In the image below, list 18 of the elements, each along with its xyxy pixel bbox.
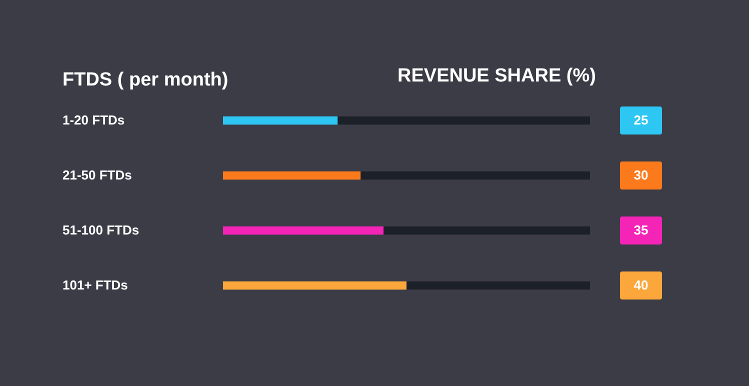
data-label: 25	[634, 112, 648, 128]
y-tick-label: 101+ FTDs	[62, 278, 128, 292]
bar	[223, 171, 361, 180]
data-label: 30	[634, 168, 648, 182]
x-axis-title: REVENUE SHARE (%)	[398, 66, 596, 86]
bar	[223, 116, 338, 125]
bar	[223, 281, 406, 290]
bar	[360, 171, 590, 180]
bar	[384, 226, 590, 235]
y-tick-label: 1-20 FTDs	[62, 112, 125, 128]
bar	[406, 281, 590, 290]
data-label: 40	[634, 278, 648, 292]
data-label: 35	[634, 222, 648, 238]
y-tick-label: 51-100 FTDs	[62, 222, 140, 238]
y-tick-label: 21-50 FTDs	[62, 168, 132, 182]
y-axis-title: FTDS ( per month)	[62, 70, 228, 90]
bar	[338, 116, 590, 125]
bar	[223, 226, 384, 235]
